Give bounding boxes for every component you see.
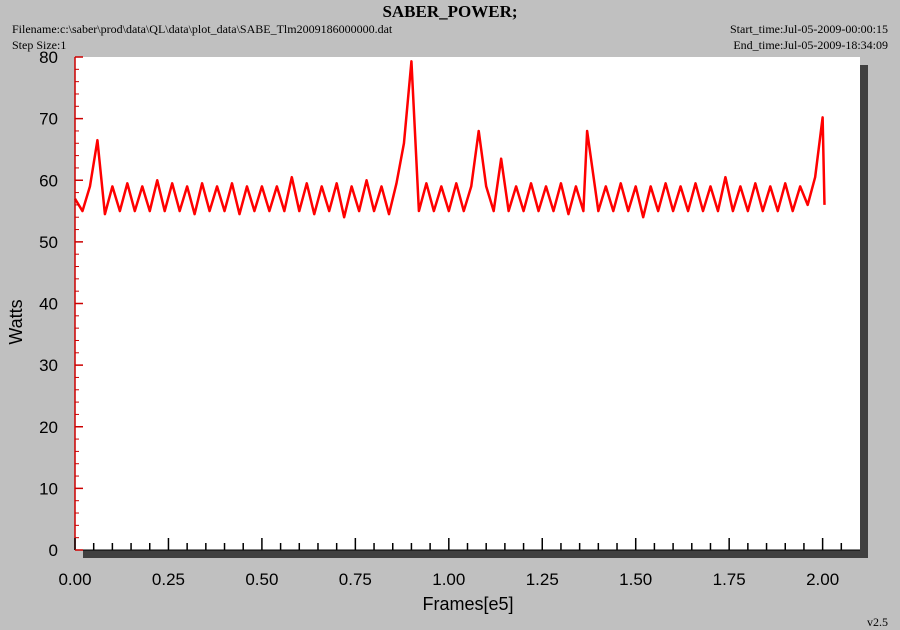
x-tick-label: 1.00 — [432, 570, 465, 589]
y-tick-label: 70 — [39, 110, 58, 129]
x-tick-label: 1.75 — [713, 570, 746, 589]
y-tick-label: 80 — [39, 48, 58, 67]
plot-area — [75, 57, 860, 550]
y-tick-label: 10 — [39, 479, 58, 498]
step-size: Step Size:1 — [12, 38, 66, 52]
x-tick-label: 0.50 — [245, 570, 278, 589]
x-tick-label: 0.75 — [339, 570, 372, 589]
y-tick-label: 0 — [49, 541, 58, 560]
y-tick-label: 40 — [39, 295, 58, 314]
y-axis-label: Watts — [6, 299, 26, 344]
y-tick-label: 20 — [39, 418, 58, 437]
x-tick-label: 1.25 — [526, 570, 559, 589]
start-time: Start_time:Jul-05-2009-00:00:15 — [730, 22, 888, 36]
chart-title: SABER_POWER; — [382, 2, 517, 21]
end-time: End_time:Jul-05-2009-18:34:09 — [733, 38, 888, 52]
data-line — [73, 60, 826, 219]
x-tick-label: 0.25 — [152, 570, 185, 589]
x-tick-label: 0.00 — [58, 570, 91, 589]
y-tick-label: 50 — [39, 233, 58, 252]
version: v2.5 — [867, 615, 888, 629]
x-tick-label: 1.50 — [619, 570, 652, 589]
y-tick-label: 60 — [39, 171, 58, 190]
x-axis-label: Frames[e5] — [422, 594, 513, 614]
y-tick-label: 30 — [39, 356, 58, 375]
filename: Filename:c:\saber\prod\data\QL\data\plot… — [12, 22, 393, 36]
x-tick-label: 2.00 — [806, 570, 839, 589]
